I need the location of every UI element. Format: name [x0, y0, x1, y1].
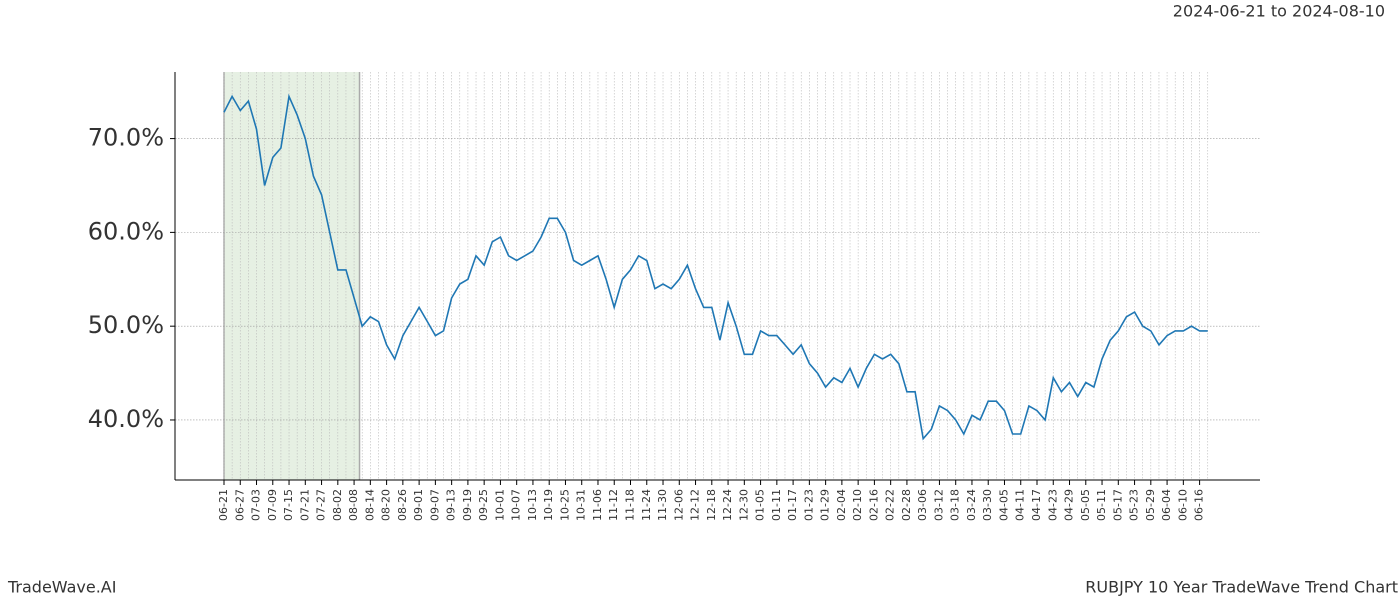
x-tick-label: 05-23	[1128, 489, 1141, 521]
x-tick-label: 02-04	[835, 489, 848, 521]
x-tick-label: 06-10	[1176, 489, 1189, 521]
x-tick-label: 02-28	[900, 489, 913, 521]
chart-title: RUBJPY 10 Year TradeWave Trend Chart	[1085, 578, 1398, 597]
x-tick-label: 03-06	[916, 489, 929, 521]
x-tick-label: 01-11	[770, 489, 783, 521]
x-tick-label: 09-19	[461, 489, 474, 521]
x-tick-label: 12-18	[705, 489, 718, 521]
x-tick-label: 12-24	[721, 489, 734, 521]
x-tick-label: 03-30	[981, 489, 994, 521]
x-tick-label: 12-12	[689, 489, 702, 521]
date-range: 2024-06-21 to 2024-08-10	[1173, 2, 1385, 21]
x-tick-label: 10-13	[526, 489, 539, 521]
x-tick-label: 11-12	[607, 489, 620, 521]
x-tick-label: 03-18	[949, 489, 962, 521]
x-tick-label: 07-15	[282, 489, 295, 521]
highlight-span	[224, 72, 360, 480]
x-tick-label: 11-18	[624, 489, 637, 521]
x-tick-label: 06-04	[1160, 489, 1173, 521]
x-tick-label: 10-07	[510, 489, 523, 521]
x-tick-label: 06-27	[233, 489, 246, 521]
x-tick-label: 05-05	[1079, 489, 1092, 521]
x-tick-label: 07-09	[266, 489, 279, 521]
x-tick-label: 11-06	[591, 489, 604, 521]
x-tick-label: 02-10	[851, 489, 864, 521]
x-tick-label: 01-23	[802, 489, 815, 521]
x-tick-label: 11-30	[656, 489, 669, 521]
x-tick-label: 10-01	[493, 489, 506, 521]
x-tick-label: 12-30	[737, 489, 750, 521]
y-tick-label: 50.0%	[88, 311, 164, 339]
x-tick-label: 03-24	[965, 489, 978, 521]
x-tick-label: 08-08	[347, 489, 360, 521]
x-tick-label: 07-27	[315, 489, 328, 521]
x-tick-label: 07-21	[298, 489, 311, 521]
x-tick-label: 07-03	[250, 489, 263, 521]
x-tick-label: 09-13	[445, 489, 458, 521]
brand: TradeWave.AI	[7, 578, 116, 597]
x-tick-label: 09-25	[477, 489, 490, 521]
x-tick-label: 04-11	[1014, 489, 1027, 521]
x-tick-label: 04-05	[997, 489, 1010, 521]
x-tick-label: 01-17	[786, 489, 799, 521]
x-tick-label: 05-17	[1111, 489, 1124, 521]
x-tick-label: 04-29	[1063, 489, 1076, 521]
x-tick-label: 10-31	[575, 489, 588, 521]
x-tick-label: 09-01	[412, 489, 425, 521]
trend-line	[223, 93, 1208, 441]
x-tick-label: 09-07	[428, 489, 441, 521]
x-tick-label: 08-02	[331, 489, 344, 521]
x-tick-label: 11-24	[640, 489, 653, 521]
x-tick-label: 08-26	[396, 489, 409, 521]
x-tick-label: 01-05	[754, 489, 767, 521]
x-tick-label: 05-11	[1095, 489, 1108, 521]
x-tick-label: 10-25	[558, 489, 571, 521]
x-tick-label: 08-20	[380, 489, 393, 521]
x-tick-label: 02-22	[884, 489, 897, 521]
x-tick-label: 04-17	[1030, 489, 1043, 521]
y-tick-label: 40.0%	[88, 405, 164, 433]
y-tick-label: 60.0%	[88, 217, 164, 245]
x-tick-label: 06-21	[217, 489, 230, 521]
x-tick-label: 05-29	[1144, 489, 1157, 521]
x-tick-label: 12-06	[672, 489, 685, 521]
x-tick-label: 02-16	[867, 489, 880, 521]
x-tick-label: 04-23	[1046, 489, 1059, 521]
x-tick-label: 06-16	[1193, 489, 1206, 521]
x-tick-label: 03-12	[932, 489, 945, 521]
x-tick-label: 10-19	[542, 489, 555, 521]
x-tick-label: 08-14	[363, 489, 376, 521]
y-tick-label: 70.0%	[88, 124, 164, 152]
x-tick-label: 01-29	[819, 489, 832, 521]
